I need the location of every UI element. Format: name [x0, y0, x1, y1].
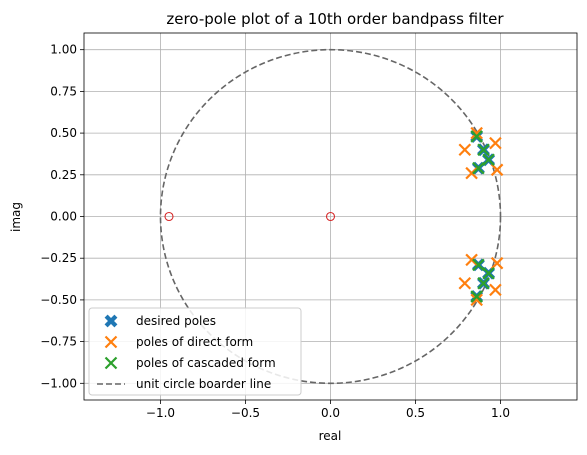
legend-swatch: [104, 335, 118, 349]
x-tick-label: 0.5: [406, 406, 425, 420]
pole-marker: [489, 136, 502, 150]
legend-entry: poles of direct form: [104, 335, 253, 349]
pole-marker: [465, 166, 478, 180]
pole-marker: [470, 126, 483, 140]
pole-marker: [458, 276, 472, 290]
pole-marker: [470, 290, 483, 303]
pole-marker: [470, 130, 483, 143]
pole-marker: [482, 266, 495, 280]
y-tick-label: 0.25: [50, 168, 77, 182]
pole-marker: [482, 153, 495, 167]
legend-label: poles of cascaded form: [136, 356, 276, 370]
y-tick-label: 0.00: [50, 210, 77, 224]
legend: desired poles poles of direct form poles o…: [88, 307, 302, 396]
chart-title: zero-pole plot of a 10th order bandpass …: [166, 10, 504, 28]
y-tick-label: 0.50: [50, 126, 77, 140]
y-axis-label: imag: [9, 202, 23, 232]
pole-marker: [490, 256, 504, 270]
legend-entry: poles of cascaded form: [104, 356, 276, 370]
pole-marker: [470, 293, 483, 307]
marker-layer: [164, 126, 504, 307]
x-tick-label: 1.0: [491, 406, 510, 420]
pole-marker: [489, 283, 502, 297]
pole-marker: [458, 143, 472, 157]
x-axis-label: real: [319, 429, 342, 443]
legend-swatch: [104, 356, 118, 370]
legend-entry: desired poles: [104, 314, 216, 328]
pole-marker: [472, 258, 485, 272]
y-tick-label: −0.25: [40, 251, 77, 265]
unit-circle-layer: [159, 48, 502, 385]
pole-marker: [477, 276, 490, 290]
pole-marker: [465, 253, 478, 267]
x-tick-label: −0.5: [231, 406, 260, 420]
legend-label: poles of direct form: [136, 335, 253, 349]
ticks: −1.0 −0.5 0.0 0.5 1.0 −1.00 −0.75 −0.50 −0.25 0.0…: [40, 43, 510, 420]
y-tick-label: 0.75: [50, 84, 77, 98]
pole-marker: [490, 163, 504, 177]
zero-marker: [325, 211, 336, 222]
y-tick-label: 1.00: [50, 43, 77, 57]
unit-circle-line: [159, 48, 502, 385]
y-tick-label: −0.50: [40, 293, 77, 307]
x-tick-label: −1.0: [146, 406, 175, 420]
x-tick-label: 0.0: [321, 406, 340, 420]
legend-swatch: [104, 314, 118, 328]
legend-label: desired poles: [136, 314, 216, 328]
zero-marker: [164, 211, 174, 222]
y-tick-label: −0.75: [40, 335, 77, 349]
legend-box: [88, 307, 302, 396]
y-tick-label: −1.00: [40, 376, 77, 390]
legend-entry: unit circle boarder line: [97, 377, 271, 391]
pole-marker: [472, 161, 485, 175]
pole-marker: [477, 143, 490, 157]
legend-label: unit circle boarder line: [136, 377, 271, 391]
